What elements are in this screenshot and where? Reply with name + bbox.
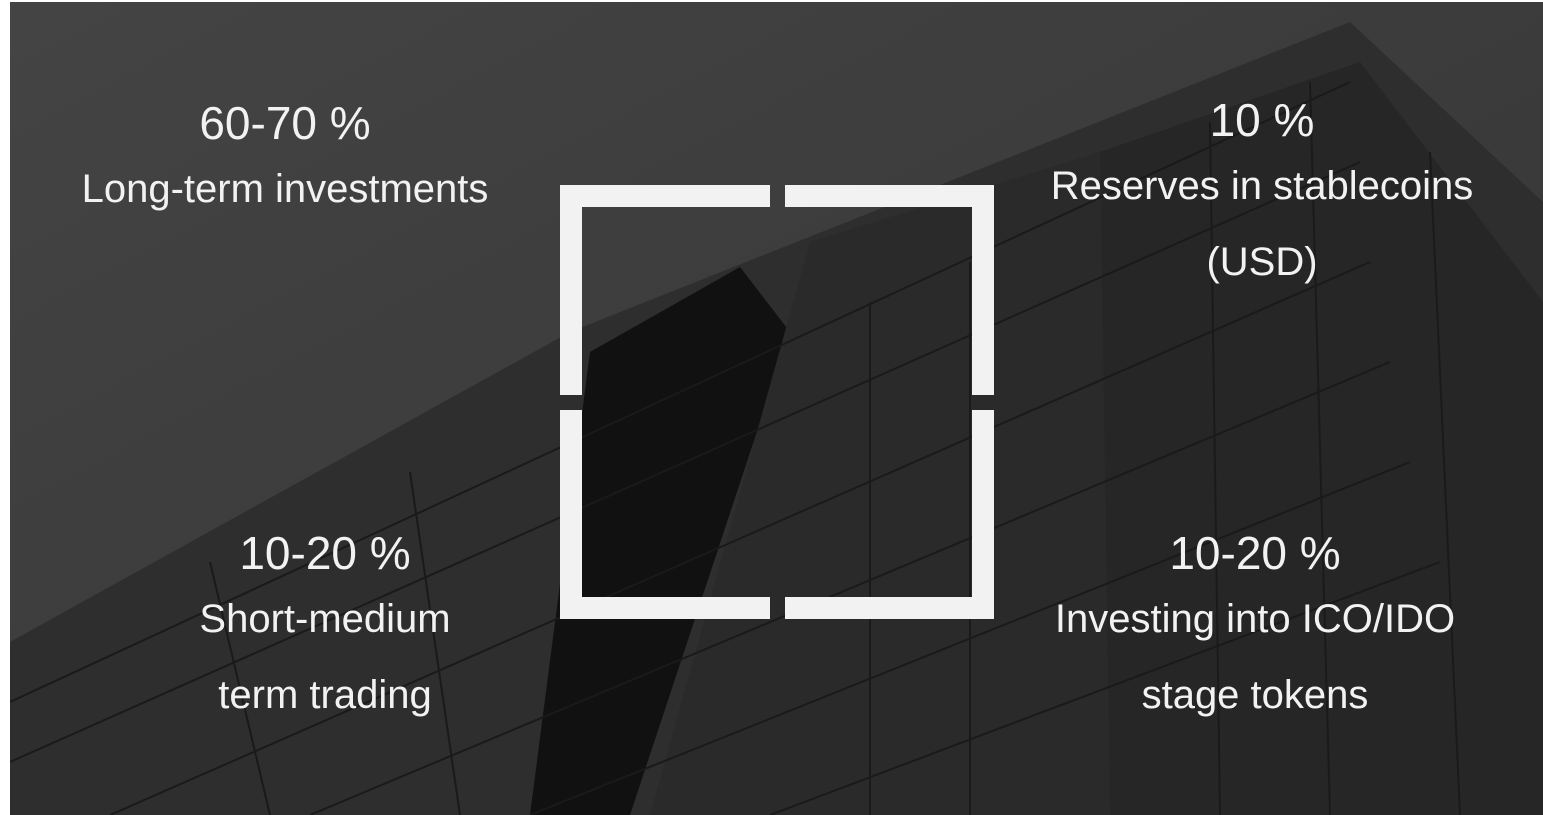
allocation-percent: 10 %	[1209, 94, 1315, 146]
allocation-percent: 10-20 %	[1169, 527, 1341, 579]
bracket-bottom-left	[560, 410, 770, 619]
allocation-description: term trading	[218, 673, 432, 717]
allocation-block: 10-20 % Investing into ICO/IDO stage token…	[995, 525, 1515, 733]
bracket-top-left	[560, 185, 770, 395]
allocation-block: 10-20 % Short-medium term trading	[65, 525, 585, 733]
allocation-description: Investing into ICO/IDO	[1054, 597, 1456, 641]
building-tower	[1100, 62, 1543, 815]
building-column	[530, 267, 790, 815]
bracket-top-right	[785, 185, 994, 395]
allocation-description: (USD)	[1206, 240, 1318, 284]
background-image	[10, 2, 1543, 815]
window-grid	[10, 81, 1461, 815]
allocation-block: 60-70 % Long-term investments	[25, 95, 545, 227]
allocation-description: stage tokens	[1141, 673, 1369, 717]
allocation-description: Long-term investments	[81, 167, 489, 211]
allocation-percent: 10-20 %	[239, 527, 411, 579]
allocation-percent: 60-70 %	[199, 97, 371, 149]
allocation-panel: 60-70 % Long-term investments 10 % Reserves…	[10, 2, 1543, 815]
allocation-description: Short-medium	[199, 597, 451, 641]
allocation-description: Reserves in stablecoins	[1050, 164, 1474, 208]
building-wing	[650, 152, 1110, 815]
allocation-block: 10 % Reserves in stablecoins (USD)	[1002, 92, 1522, 300]
center-brackets	[560, 185, 994, 619]
bracket-bottom-right	[785, 410, 994, 619]
